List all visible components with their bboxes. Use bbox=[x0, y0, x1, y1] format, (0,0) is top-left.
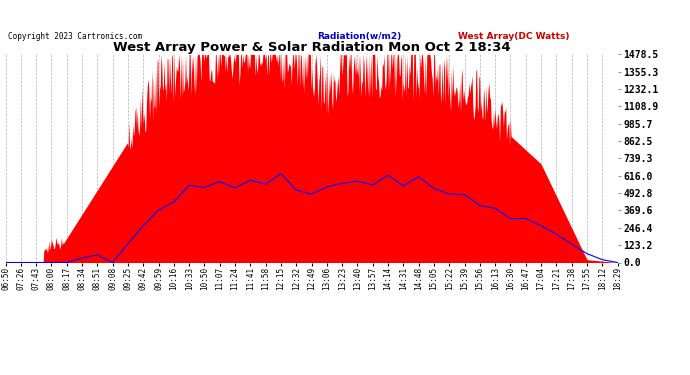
Text: West Array(DC Watts): West Array(DC Watts) bbox=[458, 32, 570, 41]
Text: Radiation(w/m2): Radiation(w/m2) bbox=[317, 32, 401, 41]
Title: West Array Power & Solar Radiation Mon Oct 2 18:34: West Array Power & Solar Radiation Mon O… bbox=[112, 41, 511, 54]
Text: Copyright 2023 Cartronics.com: Copyright 2023 Cartronics.com bbox=[8, 32, 142, 41]
